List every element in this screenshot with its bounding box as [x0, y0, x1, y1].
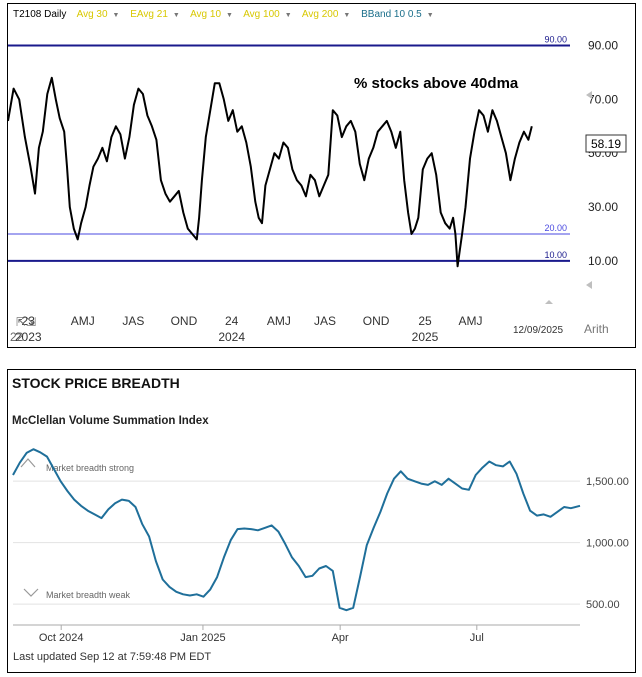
x-tick-label: 24	[225, 314, 239, 328]
scroll-marker-icon[interactable]	[586, 91, 592, 99]
y-tick-label: 1,500.00	[586, 476, 629, 488]
annotation-strong: Market breadth strong	[46, 463, 134, 473]
reference-line-label: 10.00	[544, 250, 567, 260]
x-tick-label: Jan 2025	[180, 632, 225, 644]
x-tick-label: Oct 2024	[39, 632, 84, 644]
scroll-marker-icon[interactable]	[545, 300, 553, 304]
y-tick-label: 10.00	[588, 254, 618, 268]
x-tick-label: 23	[22, 314, 36, 328]
panel-title: STOCK PRICE BREADTH	[12, 375, 180, 391]
mcclellan-line-chart: 1,500.00 1,000.00 500.00 Market breadth st…	[12, 448, 629, 644]
legend-item-bband[interactable]: BBand 10 0.5 ▼	[361, 9, 434, 20]
reference-line-label: 90.00	[544, 35, 567, 45]
y-tick-label: 70.00	[588, 92, 618, 106]
dropdown-arrow-icon[interactable]: ▼	[284, 12, 292, 19]
legend-item-avg200[interactable]: Avg 200 ▼	[301, 9, 351, 20]
last-value-label: 58.19	[591, 137, 621, 151]
x-tick-label: Apr	[332, 632, 349, 644]
x-year-label: 2024	[218, 330, 245, 344]
legend-item-t2108[interactable]: T2108 Daily	[13, 9, 67, 20]
last-updated-text: Last updated Sep 12 at 7:59:48 PM EDT	[13, 651, 212, 663]
last-value-box	[585, 134, 627, 153]
mcclellan-series-line	[12, 448, 581, 612]
y-tick-label: 30.00	[588, 200, 618, 214]
reference-line-label: 20.00	[544, 223, 567, 233]
chart-subtitle: McClellan Volume Summation Index	[12, 415, 209, 427]
x-tick-label: OND	[171, 314, 198, 328]
t2108-chart-panel: T2108 Daily Avg 30 ▼ EAvg 21 ▼ Avg 10 ▼ Avg…	[7, 3, 636, 348]
y-tick-label: 1,000.00	[586, 538, 629, 550]
chevron-down-icon	[23, 588, 39, 597]
legend-item-avg10[interactable]: Avg 10 ▼	[190, 9, 233, 20]
x-tick-label: AMJ	[71, 314, 95, 328]
x-tick-label: OND	[363, 314, 390, 328]
x-tick-label: AMJ	[267, 314, 291, 328]
x-tick-label: JAS	[122, 314, 144, 328]
x-year-label: 2023	[15, 330, 42, 344]
legend-item-avg100[interactable]: Avg 100 ▼	[243, 9, 292, 20]
x-tick-label: JAS	[314, 314, 336, 328]
dropdown-arrow-icon[interactable]: ▼	[172, 12, 180, 19]
dropdown-arrow-icon[interactable]: ▼	[112, 12, 120, 19]
dropdown-arrow-icon[interactable]: ▼	[426, 12, 434, 19]
x-tick-label: Jul	[470, 632, 484, 644]
t2108-series-line	[8, 76, 533, 268]
breadth-chart-panel: STOCK PRICE BREADTH McClellan Volume Sum…	[7, 369, 636, 673]
t2108-line-chart: 90.00 20.00 10.00 % stocks above 40dma 90.…	[8, 35, 627, 344]
zoom-arrows-icon[interactable]: ⇱⇲	[16, 315, 36, 329]
x-year-label: 2025	[412, 330, 439, 344]
end-date-label: 12/09/2025	[513, 325, 563, 336]
y-tick-label: 90.00	[588, 39, 618, 53]
annotation-weak: Market breadth weak	[46, 590, 131, 600]
scroll-marker-icon[interactable]	[586, 281, 592, 289]
chevron-up-icon	[20, 458, 36, 468]
legend-item-avg30[interactable]: Avg 30 ▼	[76, 9, 120, 20]
scale-mode-label[interactable]: Arith	[584, 322, 609, 336]
dropdown-arrow-icon[interactable]: ▼	[226, 12, 233, 19]
y-tick-label: 500.00	[586, 599, 620, 611]
x-edge-label: 22	[10, 330, 24, 344]
x-tick-label: AMJ	[459, 314, 483, 328]
legend-item-eavg21[interactable]: EAvg 21 ▼	[130, 9, 180, 20]
dropdown-arrow-icon[interactable]: ▼	[343, 12, 351, 19]
chart-legend: T2108 Daily Avg 30 ▼ EAvg 21 ▼ Avg 10 ▼ Avg…	[13, 9, 442, 20]
x-tick-label: 25	[418, 314, 432, 328]
chart-title: % stocks above 40dma	[354, 75, 519, 92]
